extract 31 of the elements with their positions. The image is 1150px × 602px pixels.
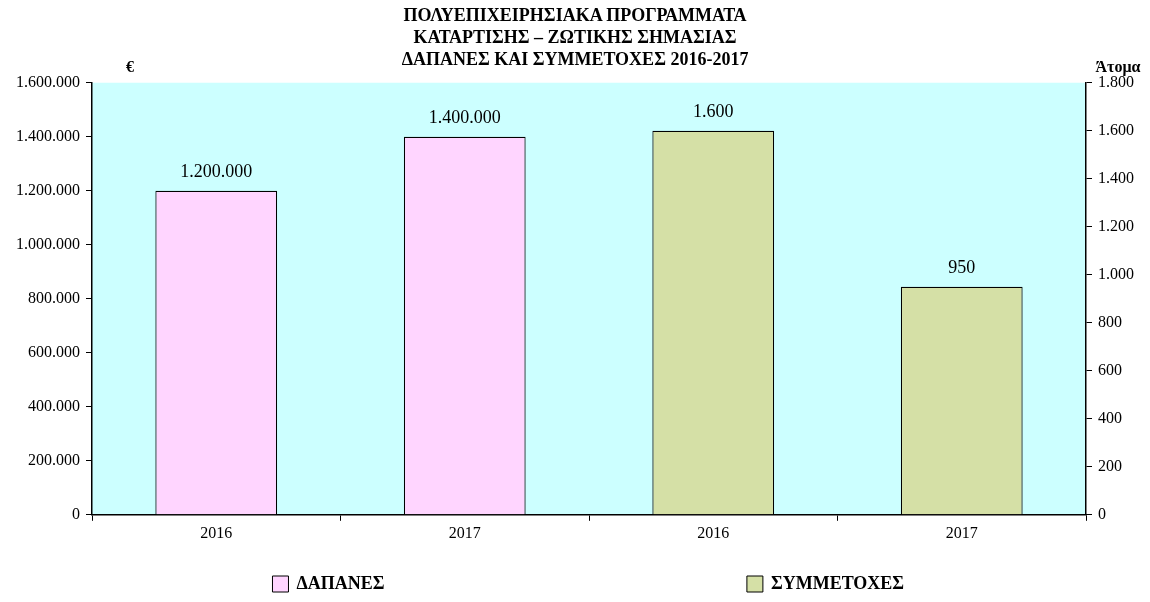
legend-label: ΣΥΜΜΕΤΟΧΕΣ: [770, 572, 905, 593]
y-tick-label: 1.600.000: [16, 73, 80, 90]
x-tick-label: 2017: [448, 523, 481, 541]
y-axis-title: €: [126, 58, 134, 76]
y-tick-label: 800.000: [28, 289, 80, 306]
y2-tick-label: 600: [1098, 361, 1122, 378]
y2-tick-label: 1.200: [1098, 217, 1134, 234]
y2-tick-label: 200: [1098, 457, 1122, 474]
y-tick-label: 200.000: [28, 451, 80, 468]
data-label: 1.400.000: [428, 106, 501, 127]
legend-label: ΔΑΠΑΝΕΣ: [296, 572, 385, 593]
y2-tick-label: 0: [1098, 505, 1106, 522]
y2-tick-label: 800: [1098, 313, 1122, 330]
y-tick-label: 400.000: [28, 397, 80, 414]
y2-tick-label: 1.400: [1098, 169, 1134, 186]
data-label: 1.200.000: [180, 160, 253, 181]
x-tick-label: 2016: [697, 523, 730, 541]
x-tick-label: 2016: [200, 523, 233, 541]
y-tick-label: 1.000.000: [16, 235, 80, 252]
y-tick-label: 0: [72, 505, 80, 522]
chart-title: ΠΟΛΥΕΠΙΧΕΙΡΗΣΙΑΚΑ ΠΡΟΓΡΑΜΜΑΤΑ ΚΑΤΑΡΤΙΣΗΣ – ΖΩΤΙΚΗΣ ΣΗΜΑΣΙΑΣ ΔΑΠΑΝΕΣ ΚΑΙ ΣΥΜΜΕΤΟΧΕΣ 2016-2017: [401, 5, 749, 69]
data-label: 1.600: [693, 100, 734, 121]
y2-tick-label: 400: [1098, 409, 1122, 426]
data-label: 950: [948, 256, 976, 277]
y-tick-label: 1.200.000: [16, 181, 80, 198]
y-tick-label: 1.400.000: [16, 127, 80, 144]
y2-tick-label: 1.600: [1098, 121, 1134, 138]
x-tick-label: 2017: [945, 523, 978, 541]
y-tick-label: 600.000: [28, 343, 80, 360]
y2-tick-label: 1.000: [1098, 265, 1134, 282]
y2-axis-title: Άτομα: [1095, 58, 1141, 77]
